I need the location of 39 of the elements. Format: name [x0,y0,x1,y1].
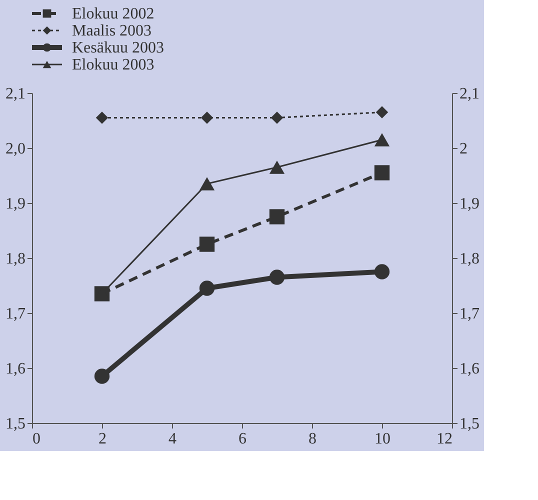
point [94,368,110,384]
x-tick-label: 12 [436,430,452,448]
point [374,264,390,280]
point [96,112,108,124]
point [269,270,285,285]
y-tick-label: 1,7 [6,306,26,322]
x-tick-label: 4 [168,430,176,448]
legend-label: Kesäkuu 2003 [72,40,164,56]
y-tick-label: 1,5 [6,416,26,432]
y2-tick-label: 1,7 [460,306,480,322]
y2-tick-label: 2 [460,140,468,158]
y-tick-label: 2,0 [6,140,26,158]
point [199,236,215,252]
y-tick-label: 1,8 [6,250,26,268]
y2-tick-label: 1,9 [460,196,480,212]
point [376,106,388,118]
y2-tick-label: 1,5 [460,416,480,432]
x-tick-label: 6 [238,430,246,448]
point [199,280,215,296]
x-tick-label: 10 [374,430,390,448]
legend-label: Maalis 2003 [72,22,152,40]
x-tick-label: 2 [98,430,106,448]
y2-tick-label: 1,6 [460,360,480,378]
point [269,160,285,174]
point [269,209,285,224]
y2-tick-label: 2,1 [460,86,480,102]
legend-label: Elokuu 2002 [72,6,154,22]
y-tick-label: 1,6 [6,360,26,378]
point [374,165,390,180]
y-tick-label: 2,1 [6,86,26,102]
y2-tick-label: 1,8 [460,250,480,268]
point [199,177,215,190]
x-tick-label: 0 [32,430,40,448]
point [270,112,284,124]
point [374,133,390,146]
point [200,112,214,124]
x-tick-label: 8 [308,430,316,448]
y-tick-label: 1,9 [6,196,26,212]
legend-label: Elokuu 2003 [72,56,154,74]
